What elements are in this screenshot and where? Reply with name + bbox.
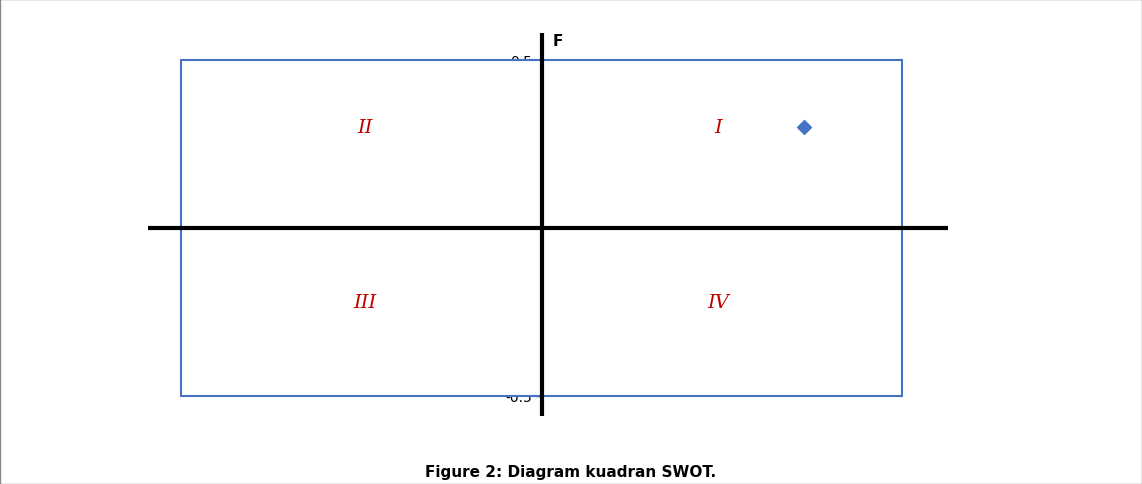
Bar (182, 228, 541, 396)
Bar (182, 60, 541, 228)
Text: Figure 2: Diagram kuadran SWOT.: Figure 2: Diagram kuadran SWOT. (426, 464, 716, 479)
Point (795, 124, 813, 132)
Bar (541, 60, 902, 228)
Text: IV: IV (708, 293, 730, 311)
Text: I: I (715, 119, 723, 137)
Text: F: F (553, 34, 563, 49)
Bar (541, 228, 902, 396)
Text: II: II (357, 119, 372, 137)
Text: III: III (353, 293, 377, 311)
